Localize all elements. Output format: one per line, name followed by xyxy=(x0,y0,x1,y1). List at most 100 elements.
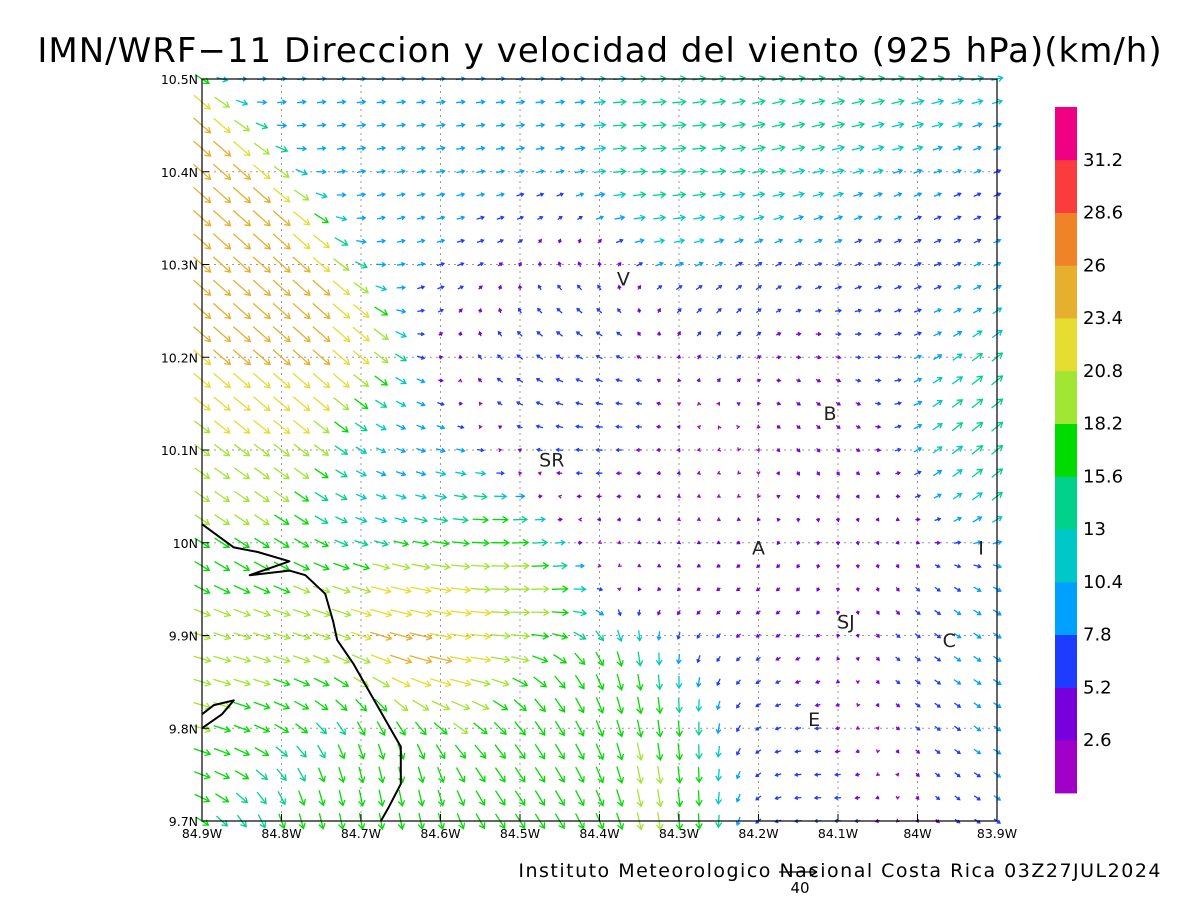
wind-vector xyxy=(814,238,823,244)
wind-vector xyxy=(971,445,984,455)
wind-vector xyxy=(495,145,506,151)
wind-vector xyxy=(356,721,366,736)
wind-vector xyxy=(354,539,369,548)
colorbar-segment xyxy=(1055,159,1077,213)
x-tick-label: 84.5W xyxy=(500,826,540,841)
wind-vector xyxy=(672,98,687,106)
y-tick-label: 9.8N xyxy=(169,721,198,736)
wind-vector xyxy=(675,285,683,291)
wind-vector xyxy=(272,187,291,203)
wind-vector xyxy=(953,238,962,244)
wind-vector xyxy=(391,677,411,688)
wind-vector xyxy=(637,331,642,337)
wind-vector xyxy=(234,747,251,757)
wind-vector xyxy=(252,210,271,227)
wind-vector xyxy=(616,696,625,715)
wind-vector xyxy=(934,586,941,592)
wind-vector xyxy=(376,99,387,105)
wind-vector xyxy=(932,423,943,431)
wind-vector xyxy=(792,191,805,198)
wind-vector xyxy=(595,331,603,337)
wind-vector xyxy=(293,585,311,595)
wind-vector xyxy=(616,651,624,668)
wind-vector xyxy=(390,586,412,595)
wind-vector xyxy=(735,770,741,780)
wind-vector xyxy=(490,632,511,640)
wind-vector xyxy=(395,721,406,736)
wind-vector xyxy=(429,655,453,664)
wind-vector xyxy=(597,261,602,267)
wind-vector xyxy=(336,169,347,175)
wind-vector xyxy=(414,516,429,524)
wind-vector xyxy=(437,308,444,313)
wind-vector xyxy=(253,467,271,480)
wind-vector xyxy=(775,262,783,267)
wind-vector xyxy=(616,789,625,808)
wind-vector xyxy=(377,743,386,761)
wind-vector xyxy=(615,471,622,476)
colorbar-segment xyxy=(1055,212,1077,266)
wind-vector xyxy=(555,145,566,151)
wind-vector xyxy=(875,703,880,708)
wind-vector xyxy=(331,608,352,618)
wind-vector xyxy=(314,468,329,479)
wind-vector xyxy=(755,587,761,592)
wind-vector xyxy=(496,192,505,197)
wind-vector xyxy=(853,215,863,221)
wind-vector xyxy=(973,215,982,221)
wind-vector xyxy=(253,443,271,457)
wind-vector xyxy=(438,355,444,360)
wind-vector xyxy=(292,211,311,226)
wind-vector xyxy=(376,721,386,737)
wind-vector xyxy=(332,654,351,664)
wind-vector xyxy=(254,490,270,503)
wind-vector xyxy=(875,680,880,685)
wind-vector xyxy=(895,540,900,545)
wind-vector xyxy=(396,215,406,221)
wind-vector xyxy=(477,262,484,267)
wind-vector xyxy=(933,354,943,361)
wind-vector xyxy=(471,539,491,547)
wind-vector xyxy=(555,424,564,429)
wind-vector xyxy=(458,308,463,313)
wind-vector xyxy=(655,697,664,715)
y-axis-ticks: 10.5N 10.4N 10.3N 10.2N 10.1N 10N 9.9N 9.8N 9.7N xyxy=(161,72,209,829)
wind-vector xyxy=(333,258,350,271)
wind-vector xyxy=(252,302,271,320)
wind-vector xyxy=(756,517,761,522)
wind-vector xyxy=(232,349,252,366)
wind-vector xyxy=(831,98,846,106)
wind-vector xyxy=(652,191,667,199)
wind-vector xyxy=(874,285,883,290)
wind-vector xyxy=(716,563,721,568)
wind-vector xyxy=(736,540,741,545)
wind-vector xyxy=(252,187,272,204)
wind-vector xyxy=(716,587,721,592)
wind-vector xyxy=(951,376,964,385)
wind-vector xyxy=(612,144,627,153)
wind-vector xyxy=(617,308,622,314)
wind-vector xyxy=(736,493,741,498)
wind-vector xyxy=(676,653,682,665)
wind-vector xyxy=(497,425,502,430)
wind-vector xyxy=(737,470,742,475)
colorbar-segment xyxy=(1055,634,1077,688)
wind-vector xyxy=(272,396,291,412)
wind-vector xyxy=(515,493,526,500)
wind-vector xyxy=(312,372,331,389)
wind-vector xyxy=(913,261,922,267)
wind-vector xyxy=(816,471,820,476)
wind-vector xyxy=(514,744,526,760)
wind-vector xyxy=(436,122,446,128)
wind-vector xyxy=(716,540,721,545)
place-labels: V SR B A I SJ C E xyxy=(539,268,984,731)
wind-vector xyxy=(294,514,310,525)
colorbar-segment xyxy=(1055,370,1077,425)
wind-vector xyxy=(835,517,841,523)
wind-vector xyxy=(456,447,466,453)
wind-vector xyxy=(512,677,529,687)
wind-vector xyxy=(952,145,963,151)
wind-vector xyxy=(736,378,741,383)
wind-vector xyxy=(214,96,230,108)
wind-vector xyxy=(556,192,565,197)
